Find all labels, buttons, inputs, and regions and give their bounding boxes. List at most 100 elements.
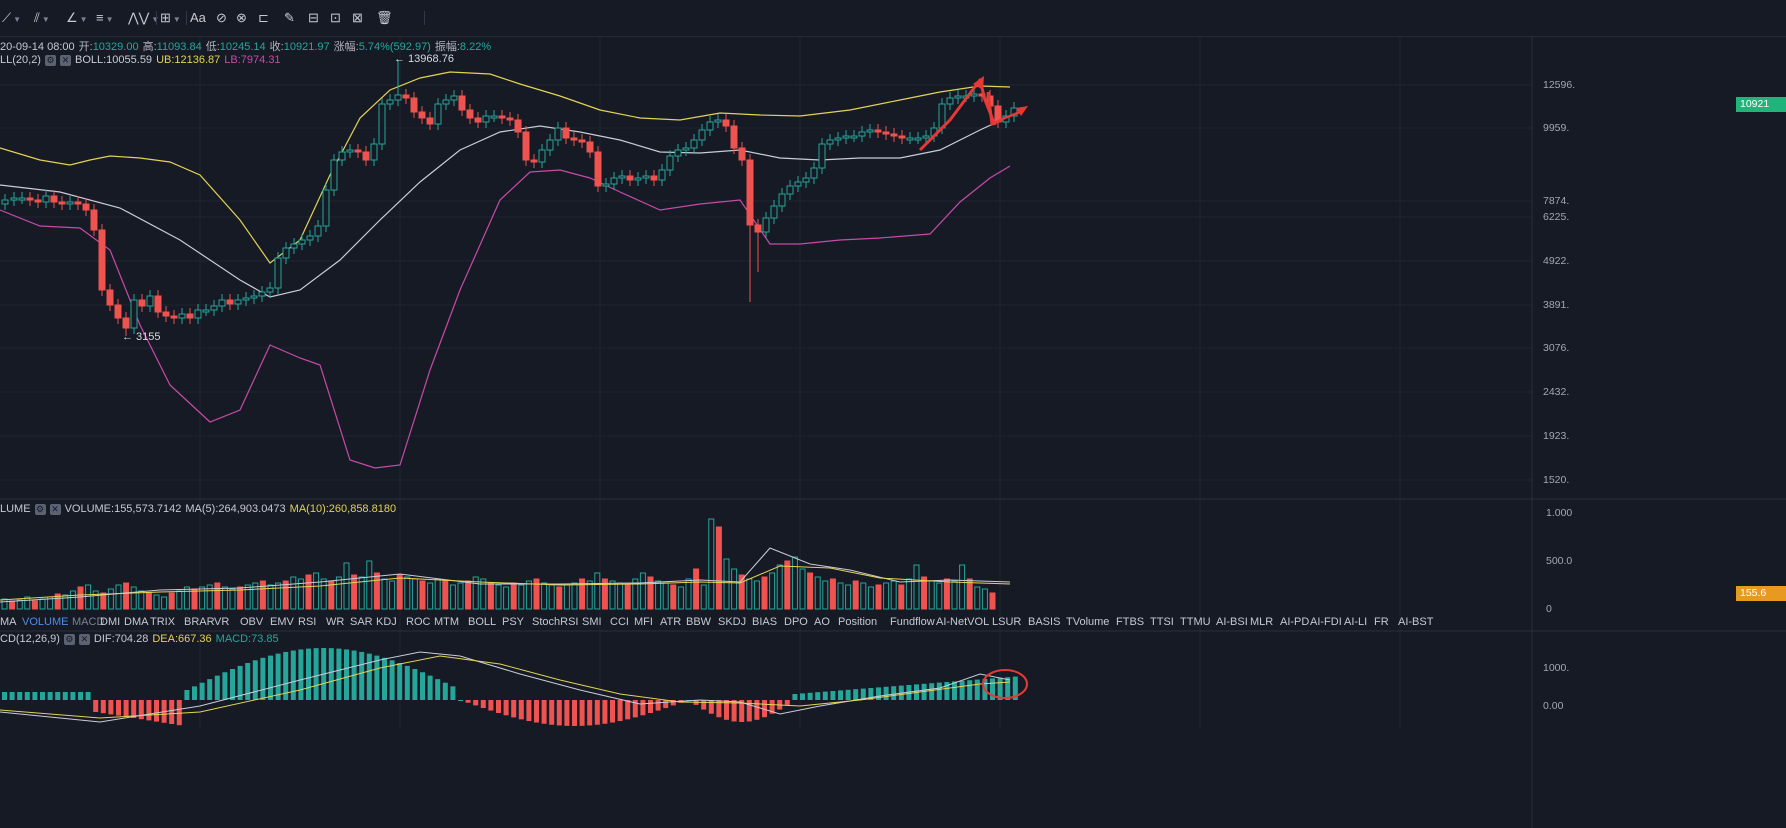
bearish-candle bbox=[562, 127, 570, 139]
indicator-tab-vr[interactable]: VR bbox=[214, 616, 230, 628]
chevron-down-icon[interactable]: ▼ bbox=[105, 15, 114, 24]
volume-bar-up bbox=[343, 562, 350, 610]
indicator-tab-emv[interactable]: EMV bbox=[270, 616, 294, 628]
volume-ma5-value: MA(5):264,903.0473 bbox=[185, 503, 286, 515]
price-axis-tick: 1923. bbox=[1543, 430, 1570, 442]
indicator-tab-basis[interactable]: BASIS bbox=[1028, 616, 1061, 628]
chevron-down-icon[interactable]: ▼ bbox=[41, 15, 50, 24]
macd-close-icon[interactable]: ✕ bbox=[78, 633, 90, 645]
indicator-tab-cci[interactable]: CCI bbox=[610, 616, 629, 628]
bearish-candle bbox=[506, 117, 514, 121]
macd-dea-line bbox=[0, 655, 1011, 719]
trash-tool-button[interactable]: 🗑 bbox=[376, 9, 393, 27]
indicator-tab-ai-fdi[interactable]: AI-FDI bbox=[1310, 616, 1342, 628]
boll-settings-gear-icon[interactable]: ⚙ bbox=[44, 54, 56, 66]
eye-hide-tool-button[interactable]: ⊗ bbox=[236, 9, 247, 27]
volume-close-icon[interactable]: ✕ bbox=[49, 503, 61, 515]
indicator-tab-obv[interactable]: OBV bbox=[240, 616, 264, 628]
boll-close-icon[interactable]: ✕ bbox=[59, 54, 71, 66]
indicator-tab-ai-bsi[interactable]: AI-BSI bbox=[1216, 616, 1248, 628]
volume-bar-down bbox=[465, 580, 472, 610]
indicator-tab-ai-netvol[interactable]: AI-NetVOL bbox=[936, 616, 990, 628]
indicator-tab-rsi[interactable]: RSI bbox=[298, 616, 317, 628]
macd-hist-negative bbox=[518, 700, 524, 720]
volume-bar-down bbox=[738, 574, 745, 610]
chevron-down-icon[interactable]: ▼ bbox=[79, 15, 88, 24]
volume-bar-up bbox=[320, 578, 327, 610]
indicator-tab-dpo[interactable]: DPO bbox=[784, 616, 808, 628]
volume-bar-up bbox=[609, 580, 616, 610]
indicator-tab-position[interactable]: Position bbox=[838, 616, 878, 628]
indicator-tab-fr[interactable]: FR bbox=[1374, 616, 1389, 628]
indicator-tab-macd[interactable]: MACD bbox=[72, 616, 105, 628]
indicator-tab-ma[interactable]: MA bbox=[0, 616, 17, 628]
indicator-tab-kdj[interactable]: KDJ bbox=[376, 616, 397, 628]
chevron-down-icon[interactable]: ▼ bbox=[172, 15, 181, 24]
indicator-tab-ai-bst[interactable]: AI-BST bbox=[1398, 616, 1434, 628]
object-tree-tool-button[interactable]: ⊠ bbox=[352, 9, 363, 27]
indicator-tab-roc[interactable]: ROC bbox=[406, 616, 431, 628]
indicator-tab-mlr[interactable]: MLR bbox=[1250, 616, 1274, 628]
indicator-tab-ttsi[interactable]: TTSI bbox=[1150, 616, 1174, 628]
indicator-tab-mtm[interactable]: MTM bbox=[434, 616, 460, 628]
indicator-tab-dma[interactable]: DMA bbox=[124, 616, 149, 628]
volume-current-badge: 155.6 bbox=[1736, 586, 1786, 601]
macd-hist-negative bbox=[154, 700, 159, 722]
indicator-tab-skdj[interactable]: SKDJ bbox=[718, 616, 747, 628]
indicator-tab-ao[interactable]: AO bbox=[814, 616, 830, 628]
macd-hist-positive bbox=[389, 660, 395, 700]
volume-bar-down bbox=[556, 586, 563, 610]
chevron-down-icon[interactable]: ▼ bbox=[151, 15, 159, 24]
indicator-tab-ai-li[interactable]: AI-LI bbox=[1344, 616, 1368, 628]
indicator-tab-volume[interactable]: VOLUME bbox=[22, 616, 69, 628]
indicator-tab-trix[interactable]: TRIX bbox=[150, 616, 176, 628]
measure-grid-tool-button[interactable]: ⊞ ▼ bbox=[160, 9, 181, 27]
indicator-tab-dmi[interactable]: DMI bbox=[100, 616, 121, 628]
indicator-tab-mfi[interactable]: MFI bbox=[634, 616, 653, 628]
macd-hist-positive bbox=[260, 657, 266, 700]
annotation-arrow-right bbox=[999, 110, 1021, 122]
indicator-tab-atr[interactable]: ATR bbox=[660, 616, 682, 628]
indicator-tab-psy[interactable]: PSY bbox=[502, 616, 525, 628]
indicator-tab-lsur[interactable]: LSUR bbox=[992, 616, 1022, 628]
bearish-candle bbox=[722, 119, 730, 127]
indicator-tab-ftbs[interactable]: FTBS bbox=[1116, 616, 1145, 628]
wave-pattern-tool-button[interactable]: ⋀⋁▼ bbox=[128, 9, 159, 27]
volume-settings-gear-icon[interactable]: ⚙ bbox=[34, 503, 46, 515]
chevron-down-icon[interactable]: ▼ bbox=[13, 15, 22, 24]
indicator-tab-fundflow[interactable]: Fundflow bbox=[890, 616, 935, 628]
parallel-channel-tool-button[interactable]: ⫽ ▼ bbox=[34, 9, 50, 27]
pencil-tool-button[interactable]: ✎ bbox=[284, 9, 295, 27]
trend-line-tool-button[interactable]: ⟋ ▼ bbox=[2, 9, 21, 27]
angle-tool-tool-button[interactable]: ∠ ▼ bbox=[66, 9, 88, 27]
volume-bar-up bbox=[685, 578, 692, 610]
indicator-tab-bias[interactable]: BIAS bbox=[752, 616, 778, 628]
lock-tool-button[interactable]: ⊡ bbox=[330, 9, 341, 27]
indicator-tab-wr[interactable]: WR bbox=[326, 616, 345, 628]
indicator-tab-boll[interactable]: BOLL bbox=[468, 616, 497, 628]
indicator-tab-ai-pd[interactable]: AI-PD bbox=[1280, 616, 1310, 628]
volume-bar-down bbox=[510, 582, 517, 610]
bearish-candle bbox=[106, 289, 114, 306]
indicator-tab-smi[interactable]: SMI bbox=[582, 616, 602, 628]
macd-hist-positive bbox=[85, 692, 91, 700]
volume-bar-up bbox=[62, 594, 69, 610]
indicator-tab-bbw[interactable]: BBW bbox=[686, 616, 712, 628]
macd-settings-gear-icon[interactable]: ⚙ bbox=[63, 633, 75, 645]
layers-tool-button[interactable]: ⊟ bbox=[308, 9, 319, 27]
bearish-candle bbox=[754, 224, 762, 233]
magnet-tool-button[interactable]: ⊘ bbox=[216, 9, 227, 27]
indicator-tab-stochrsi[interactable]: StochRSI bbox=[532, 616, 579, 628]
indicator-tab-tvolume[interactable]: TVolume bbox=[1066, 616, 1110, 628]
macd-hist-negative bbox=[594, 700, 600, 725]
ruler-tool-button[interactable]: ⊏ bbox=[258, 9, 269, 27]
bearish-candle bbox=[362, 151, 370, 161]
volume-bar-up bbox=[708, 518, 715, 610]
indicator-tab-ttmu[interactable]: TTMU bbox=[1180, 616, 1211, 628]
horizontal-lines-tool-button[interactable]: ≡ ▼ bbox=[96, 9, 114, 27]
indicator-tab-brar[interactable]: BRAR bbox=[184, 616, 215, 628]
macd-hist-positive bbox=[366, 653, 372, 700]
text-tool-tool-button[interactable]: Aa bbox=[190, 9, 206, 27]
indicator-tab-sar[interactable]: SAR bbox=[350, 616, 373, 628]
